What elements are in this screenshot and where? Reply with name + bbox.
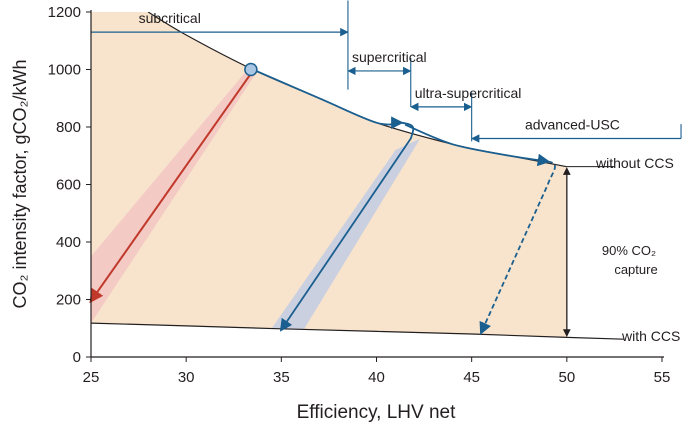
reference-plant-marker	[244, 62, 258, 77]
annotations: Efficiency, LHV net CO₂ intensity factor…	[10, 10, 680, 423]
plot-area	[89, 0, 682, 340]
y-tick-label: 600	[56, 177, 81, 194]
uncertainty-band-red	[91, 72, 257, 324]
range-label-subcritical: subcritical	[139, 10, 201, 26]
x-tick-label: 30	[178, 369, 195, 386]
range-label-advanced-usc: advanced-USC	[525, 117, 620, 133]
x-tick-label: 40	[368, 369, 385, 386]
with-ccs-curve	[90, 322, 624, 340]
capture-label-line2: capture	[614, 262, 657, 277]
x-tick-label: 45	[463, 369, 480, 386]
ccs-arrow-2	[479, 160, 556, 335]
x-tick-label: 55	[654, 369, 671, 386]
axes: 25 30 35 40 45 50 55 0 200 400 600 800 1000 1200	[48, 4, 671, 386]
x-tick-label: 50	[558, 369, 575, 386]
y-tick-label: 400	[56, 234, 81, 251]
x-tick-label: 35	[273, 369, 290, 386]
y-axis-label: CO₂ intensity factor, gCO₂/kWh	[10, 59, 30, 308]
efficiency-arrow-2	[404, 123, 551, 167]
capture-label-line1: 90% CO₂	[602, 243, 656, 258]
feasible-region	[91, 12, 567, 338]
range-label-supercritical: supercritical	[352, 49, 427, 65]
y-tick-label: 1000	[48, 62, 81, 79]
range-label-ultra-supercritical: ultra-supercritical	[415, 85, 522, 101]
without-ccs-label: without CCS	[595, 155, 674, 171]
y-tick-label: 0	[73, 349, 81, 366]
y-tick-label: 200	[56, 292, 81, 309]
y-tick-label: 800	[56, 119, 81, 136]
x-axis-label: Efficiency, LHV net	[297, 402, 456, 423]
with-ccs-label: with CCS	[621, 328, 680, 344]
x-tick-label: 25	[83, 369, 100, 386]
red-arrow-ccs-retrofit	[89, 70, 254, 304]
y-tick-label: 1200	[48, 4, 81, 21]
